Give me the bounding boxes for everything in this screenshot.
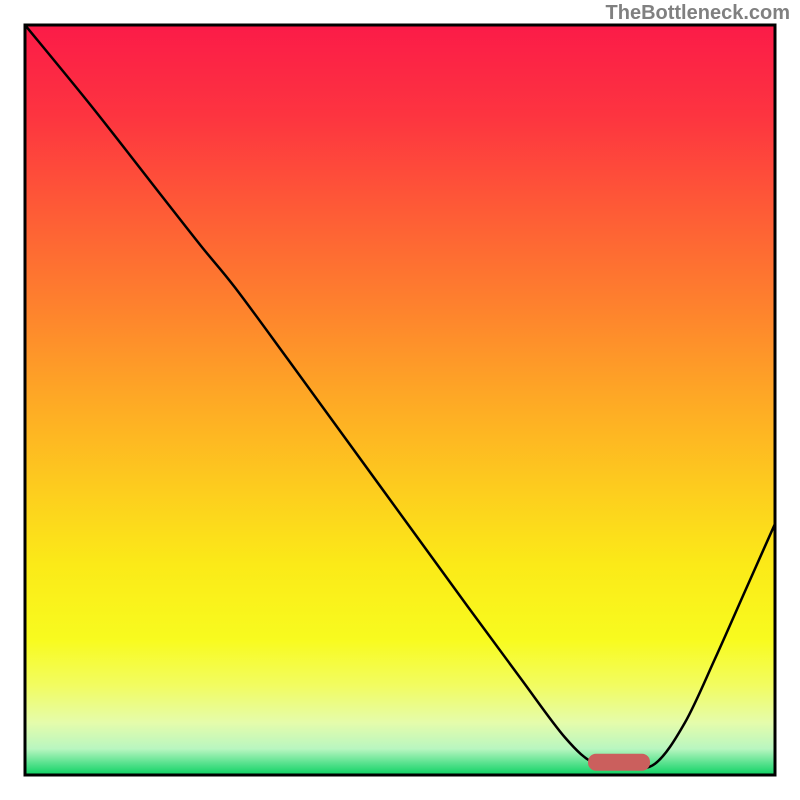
optimal-marker — [588, 754, 650, 771]
bottleneck-chart — [0, 0, 800, 800]
plot-background — [25, 25, 775, 775]
chart-container: TheBottleneck.com — [0, 0, 800, 800]
watermark-text: TheBottleneck.com — [606, 2, 790, 25]
